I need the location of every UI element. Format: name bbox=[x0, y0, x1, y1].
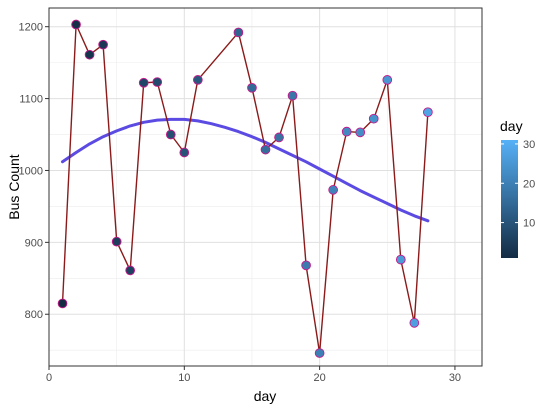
data-point bbox=[395, 254, 406, 265]
data-point bbox=[314, 348, 325, 358]
legend-title: day bbox=[500, 118, 523, 134]
legend-tick-label: 20 bbox=[523, 178, 535, 190]
data-point bbox=[125, 265, 136, 276]
y-tick-label: 1200 bbox=[19, 22, 43, 34]
legend-colorbar bbox=[501, 140, 518, 258]
legend-tick-label: 30 bbox=[523, 139, 535, 151]
data-point bbox=[111, 236, 122, 247]
x-tick-label: 20 bbox=[314, 372, 326, 384]
data-point bbox=[260, 144, 271, 155]
plot-background bbox=[49, 8, 482, 366]
y-axis-title: Bus Count bbox=[6, 154, 22, 219]
grid-minor bbox=[49, 8, 482, 366]
data-point bbox=[341, 126, 352, 137]
data-point bbox=[57, 298, 68, 309]
x-axis-title: day bbox=[254, 388, 277, 404]
data-point bbox=[84, 49, 95, 60]
x-axis-ticks: 0 10 20 30 bbox=[46, 366, 461, 384]
data-point bbox=[192, 75, 203, 85]
points-layer bbox=[57, 19, 433, 358]
data-point bbox=[98, 39, 108, 50]
x-tick-label: 0 bbox=[46, 372, 52, 384]
data-point bbox=[247, 82, 257, 93]
smooth-trend-line bbox=[61, 117, 430, 223]
data-point bbox=[71, 19, 81, 30]
data-point bbox=[328, 185, 339, 195]
y-tick-label: 1100 bbox=[19, 94, 43, 106]
data-point bbox=[423, 107, 433, 118]
x-tick-label: 10 bbox=[178, 372, 190, 384]
y-tick-label: 800 bbox=[25, 309, 43, 321]
y-tick-label: 1000 bbox=[19, 165, 43, 177]
smooth-layer bbox=[61, 117, 430, 223]
data-point bbox=[274, 132, 284, 143]
data-point bbox=[152, 77, 163, 87]
data-point bbox=[382, 75, 393, 85]
data-point bbox=[409, 318, 420, 328]
data-point bbox=[355, 127, 366, 138]
data-point bbox=[233, 27, 244, 38]
data-point bbox=[301, 260, 311, 271]
data-point bbox=[368, 113, 379, 124]
y-axis-ticks: 800 900 1000 1100 1200 bbox=[19, 22, 49, 321]
plot-border bbox=[48, 7, 483, 367]
legend-ticks: 10 20 30 bbox=[501, 139, 535, 230]
data-point bbox=[138, 77, 149, 88]
data-point bbox=[165, 129, 176, 140]
y-tick-label: 900 bbox=[25, 237, 43, 249]
data-point bbox=[287, 90, 298, 101]
x-tick-label: 30 bbox=[449, 372, 461, 384]
data-point bbox=[179, 147, 190, 158]
legend-tick-label: 10 bbox=[523, 218, 535, 230]
